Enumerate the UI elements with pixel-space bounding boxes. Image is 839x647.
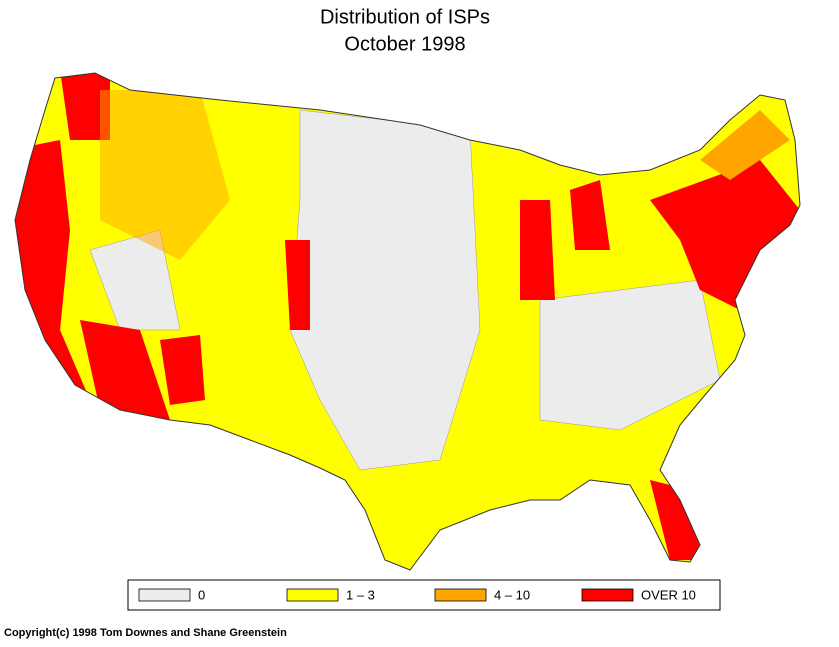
copyright: Copyright(c) 1998 Tom Downes and Shane G… — [4, 627, 287, 639]
legend-swatch — [434, 588, 487, 602]
mid-density-region — [100, 90, 230, 260]
high-density-region — [520, 200, 555, 300]
legend-label: OVER 10 — [641, 587, 696, 602]
high-density-region — [570, 180, 610, 250]
map-subtitle: October 1998 — [344, 33, 465, 55]
legend-label: 4 – 10 — [494, 587, 530, 602]
legend-swatch — [138, 588, 191, 602]
high-density-region — [160, 335, 205, 405]
legend-swatch — [581, 588, 634, 602]
legend-label: 0 — [198, 587, 205, 602]
legend-label: 1 – 3 — [346, 587, 375, 602]
us-map — [14, 72, 801, 571]
legend: 0 1 – 3 4 – 10 OVER 10 — [138, 587, 696, 602]
mid-density-region — [700, 110, 790, 180]
us-outline — [14, 72, 801, 571]
low-density-region — [539, 279, 721, 431]
high-density-region — [60, 73, 110, 140]
legend-swatch — [286, 588, 339, 602]
high-density-region — [285, 240, 310, 330]
high-density-region — [80, 320, 170, 420]
map-title: Distribution of ISPs — [320, 6, 490, 28]
